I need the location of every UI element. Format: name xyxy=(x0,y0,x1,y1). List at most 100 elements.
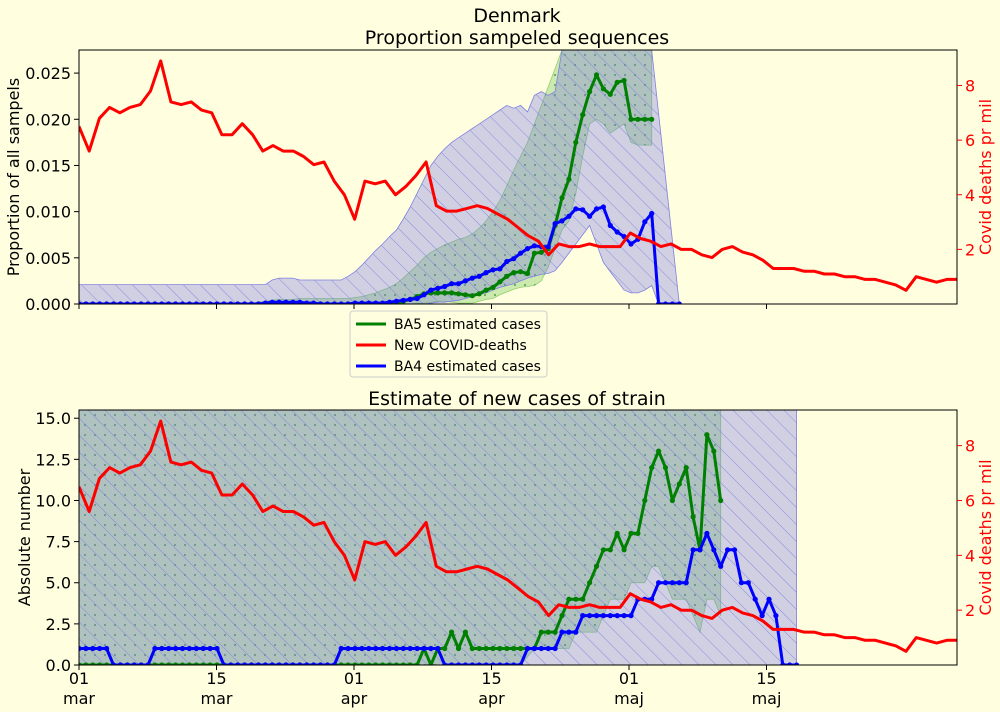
bottom-point-ba4-estimated-cases xyxy=(366,645,372,652)
top-point-ba4-estimated-cases xyxy=(566,213,572,219)
top-chart-panel: 0.000 0.005 0.010 0.015 0.020 0.025 2 4 6 8 Propor… xyxy=(4,49,995,314)
bottom-point-ba4-estimated-cases xyxy=(235,662,241,665)
top-point-ba4-estimated-cases xyxy=(649,210,655,217)
bottom-xtick-label-month: maj xyxy=(614,689,644,708)
top-plot-clip xyxy=(79,50,957,304)
bottom-point-ba4-estimated-cases xyxy=(566,629,572,635)
top-ytick-label: 0.015 xyxy=(25,156,71,175)
top-point-ba5-estimated-cases xyxy=(504,273,510,279)
bottom-xtick-label-month: mar xyxy=(201,689,233,708)
top-point-ba4-estimated-cases xyxy=(359,300,365,304)
bottom-point-ba4-estimated-cases xyxy=(407,645,413,652)
bottom-xtick-label-day: 01 xyxy=(619,669,639,688)
bottom-point-ba4-estimated-cases xyxy=(324,662,330,665)
bottom-point-ba5-estimated-cases xyxy=(152,662,158,665)
top-point-ba4-estimated-cases xyxy=(352,300,358,304)
bottom-point-ba4-estimated-cases xyxy=(317,662,324,665)
bottom-point-ba4-estimated-cases xyxy=(559,629,565,635)
bottom-xtick-label-month: apr xyxy=(341,689,368,708)
legend-label-ba5: BA5 estimated cases xyxy=(394,317,541,333)
bottom-point-ba5-estimated-cases xyxy=(407,662,413,665)
top-point-ba4-estimated-cases xyxy=(90,301,96,304)
top-point-ba5-estimated-cases xyxy=(649,116,655,122)
top-y2tick-label: 4 xyxy=(965,186,975,205)
bottom-ytick-label: 5.0 xyxy=(46,574,71,593)
bottom-point-ba4-estimated-cases xyxy=(449,662,455,665)
bottom-point-ba4-estimated-cases xyxy=(469,662,475,665)
top-point-ba4-estimated-cases xyxy=(186,301,192,304)
bottom-xtick-label-day: 01 xyxy=(344,669,364,688)
bottom-point-ba4-estimated-cases xyxy=(580,613,586,619)
legend-label-ba4: BA4 estimated cases xyxy=(394,359,541,375)
bottom-plot-clip xyxy=(79,410,957,665)
bottom-point-ba4-estimated-cases xyxy=(117,662,123,665)
bottom-point-ba4-estimated-cases xyxy=(683,580,689,586)
top-point-ba4-estimated-cases xyxy=(166,301,172,304)
bottom-point-ba5-estimated-cases xyxy=(469,645,475,652)
bottom-point-ba4-estimated-cases xyxy=(759,613,765,619)
top-point-ba4-estimated-cases xyxy=(304,300,310,304)
bottom-point-ba4-estimated-cases xyxy=(442,662,448,665)
bottom-point-ba4-estimated-cases xyxy=(373,645,379,652)
bottom-point-ba4-estimated-cases xyxy=(731,547,738,553)
bottom-point-ba4-estimated-cases xyxy=(207,645,213,652)
bottom-axes-frame xyxy=(78,409,958,666)
top-point-ba5-estimated-cases xyxy=(497,279,503,285)
bottom-point-ba5-estimated-cases xyxy=(104,662,110,665)
top-point-ba4-estimated-cases xyxy=(138,301,144,304)
bottom-point-ba4-estimated-cases xyxy=(159,645,165,652)
bottom-point-ba5-estimated-cases xyxy=(704,432,710,438)
top-line-ba5-estimated-cases xyxy=(79,73,652,304)
bottom-point-ba5-estimated-cases xyxy=(642,497,648,504)
top-point-ba4-estimated-cases xyxy=(79,301,82,304)
bottom-point-ba5-estimated-cases xyxy=(400,662,406,665)
top-point-ba4-estimated-cases xyxy=(228,301,234,304)
bottom-point-ba4-estimated-cases xyxy=(711,547,717,553)
bottom-point-ba5-estimated-cases xyxy=(662,465,669,471)
top-point-ba4-estimated-cases xyxy=(587,213,593,219)
bottom-point-ba5-estimated-cases xyxy=(511,645,517,652)
bottom-xtick-label-month: apr xyxy=(478,689,505,708)
bottom-point-ba4-estimated-cases xyxy=(255,662,261,665)
bottom-point-ba5-estimated-cases xyxy=(90,662,96,665)
bottom-point-ba5-estimated-cases xyxy=(476,645,482,652)
top-point-ba5-estimated-cases xyxy=(531,250,538,256)
bottom-point-ba4-estimated-cases xyxy=(242,662,248,665)
top-point-ba4-estimated-cases xyxy=(662,301,669,304)
bottom-point-ba4-estimated-cases xyxy=(186,645,192,652)
bottom-point-ba4-estimated-cases xyxy=(200,645,206,652)
top-point-ba4-estimated-cases xyxy=(573,206,579,212)
top-point-ba4-estimated-cases xyxy=(345,301,351,304)
top-point-ba4-estimated-cases xyxy=(131,301,137,304)
top-point-ba5-estimated-cases xyxy=(435,290,441,296)
bottom-point-ba4-estimated-cases xyxy=(331,662,337,665)
bottom-point-ba5-estimated-cases xyxy=(656,448,662,454)
bottom-point-ba4-estimated-cases xyxy=(600,613,607,619)
bottom-point-ba5-estimated-cases xyxy=(676,481,682,487)
bottom-point-ba4-estimated-cases xyxy=(304,662,310,665)
bottom-point-ba4-estimated-cases xyxy=(173,645,179,652)
bottom-point-ba4-estimated-cases xyxy=(490,662,496,665)
bottom-xtick-label-month: maj xyxy=(752,689,782,708)
top-point-ba4-estimated-cases xyxy=(283,299,289,304)
bottom-line-ba5-estimated-cases xyxy=(79,433,723,665)
top-point-ba4-estimated-cases xyxy=(393,298,399,304)
bottom-point-ba5-estimated-cases xyxy=(497,645,503,652)
bottom-point-ba4-estimated-cases xyxy=(269,662,275,665)
bottom-point-ba4-estimated-cases xyxy=(345,645,351,652)
bottom-point-ba5-estimated-cases xyxy=(338,662,344,665)
bottom-point-ba5-estimated-cases xyxy=(79,662,82,665)
bottom-point-ba4-estimated-cases xyxy=(352,645,358,652)
top-ytick-label: 0.005 xyxy=(25,249,71,268)
bottom-point-ba4-estimated-cases xyxy=(435,645,441,652)
top-point-ba4-estimated-cases xyxy=(338,301,344,304)
bottom-chart-title: Estimate of new cases of strain xyxy=(368,388,666,410)
bottom-point-ba4-estimated-cases xyxy=(766,596,772,602)
bottom-y2tick-label: 8 xyxy=(965,437,975,456)
bottom-point-ba4-estimated-cases xyxy=(725,547,731,553)
top-point-ba5-estimated-cases xyxy=(524,270,531,277)
legend-label-deaths: New COVID-deaths xyxy=(394,338,527,354)
top-point-ba4-estimated-cases xyxy=(97,301,103,304)
bottom-point-ba4-estimated-cases xyxy=(104,645,110,652)
